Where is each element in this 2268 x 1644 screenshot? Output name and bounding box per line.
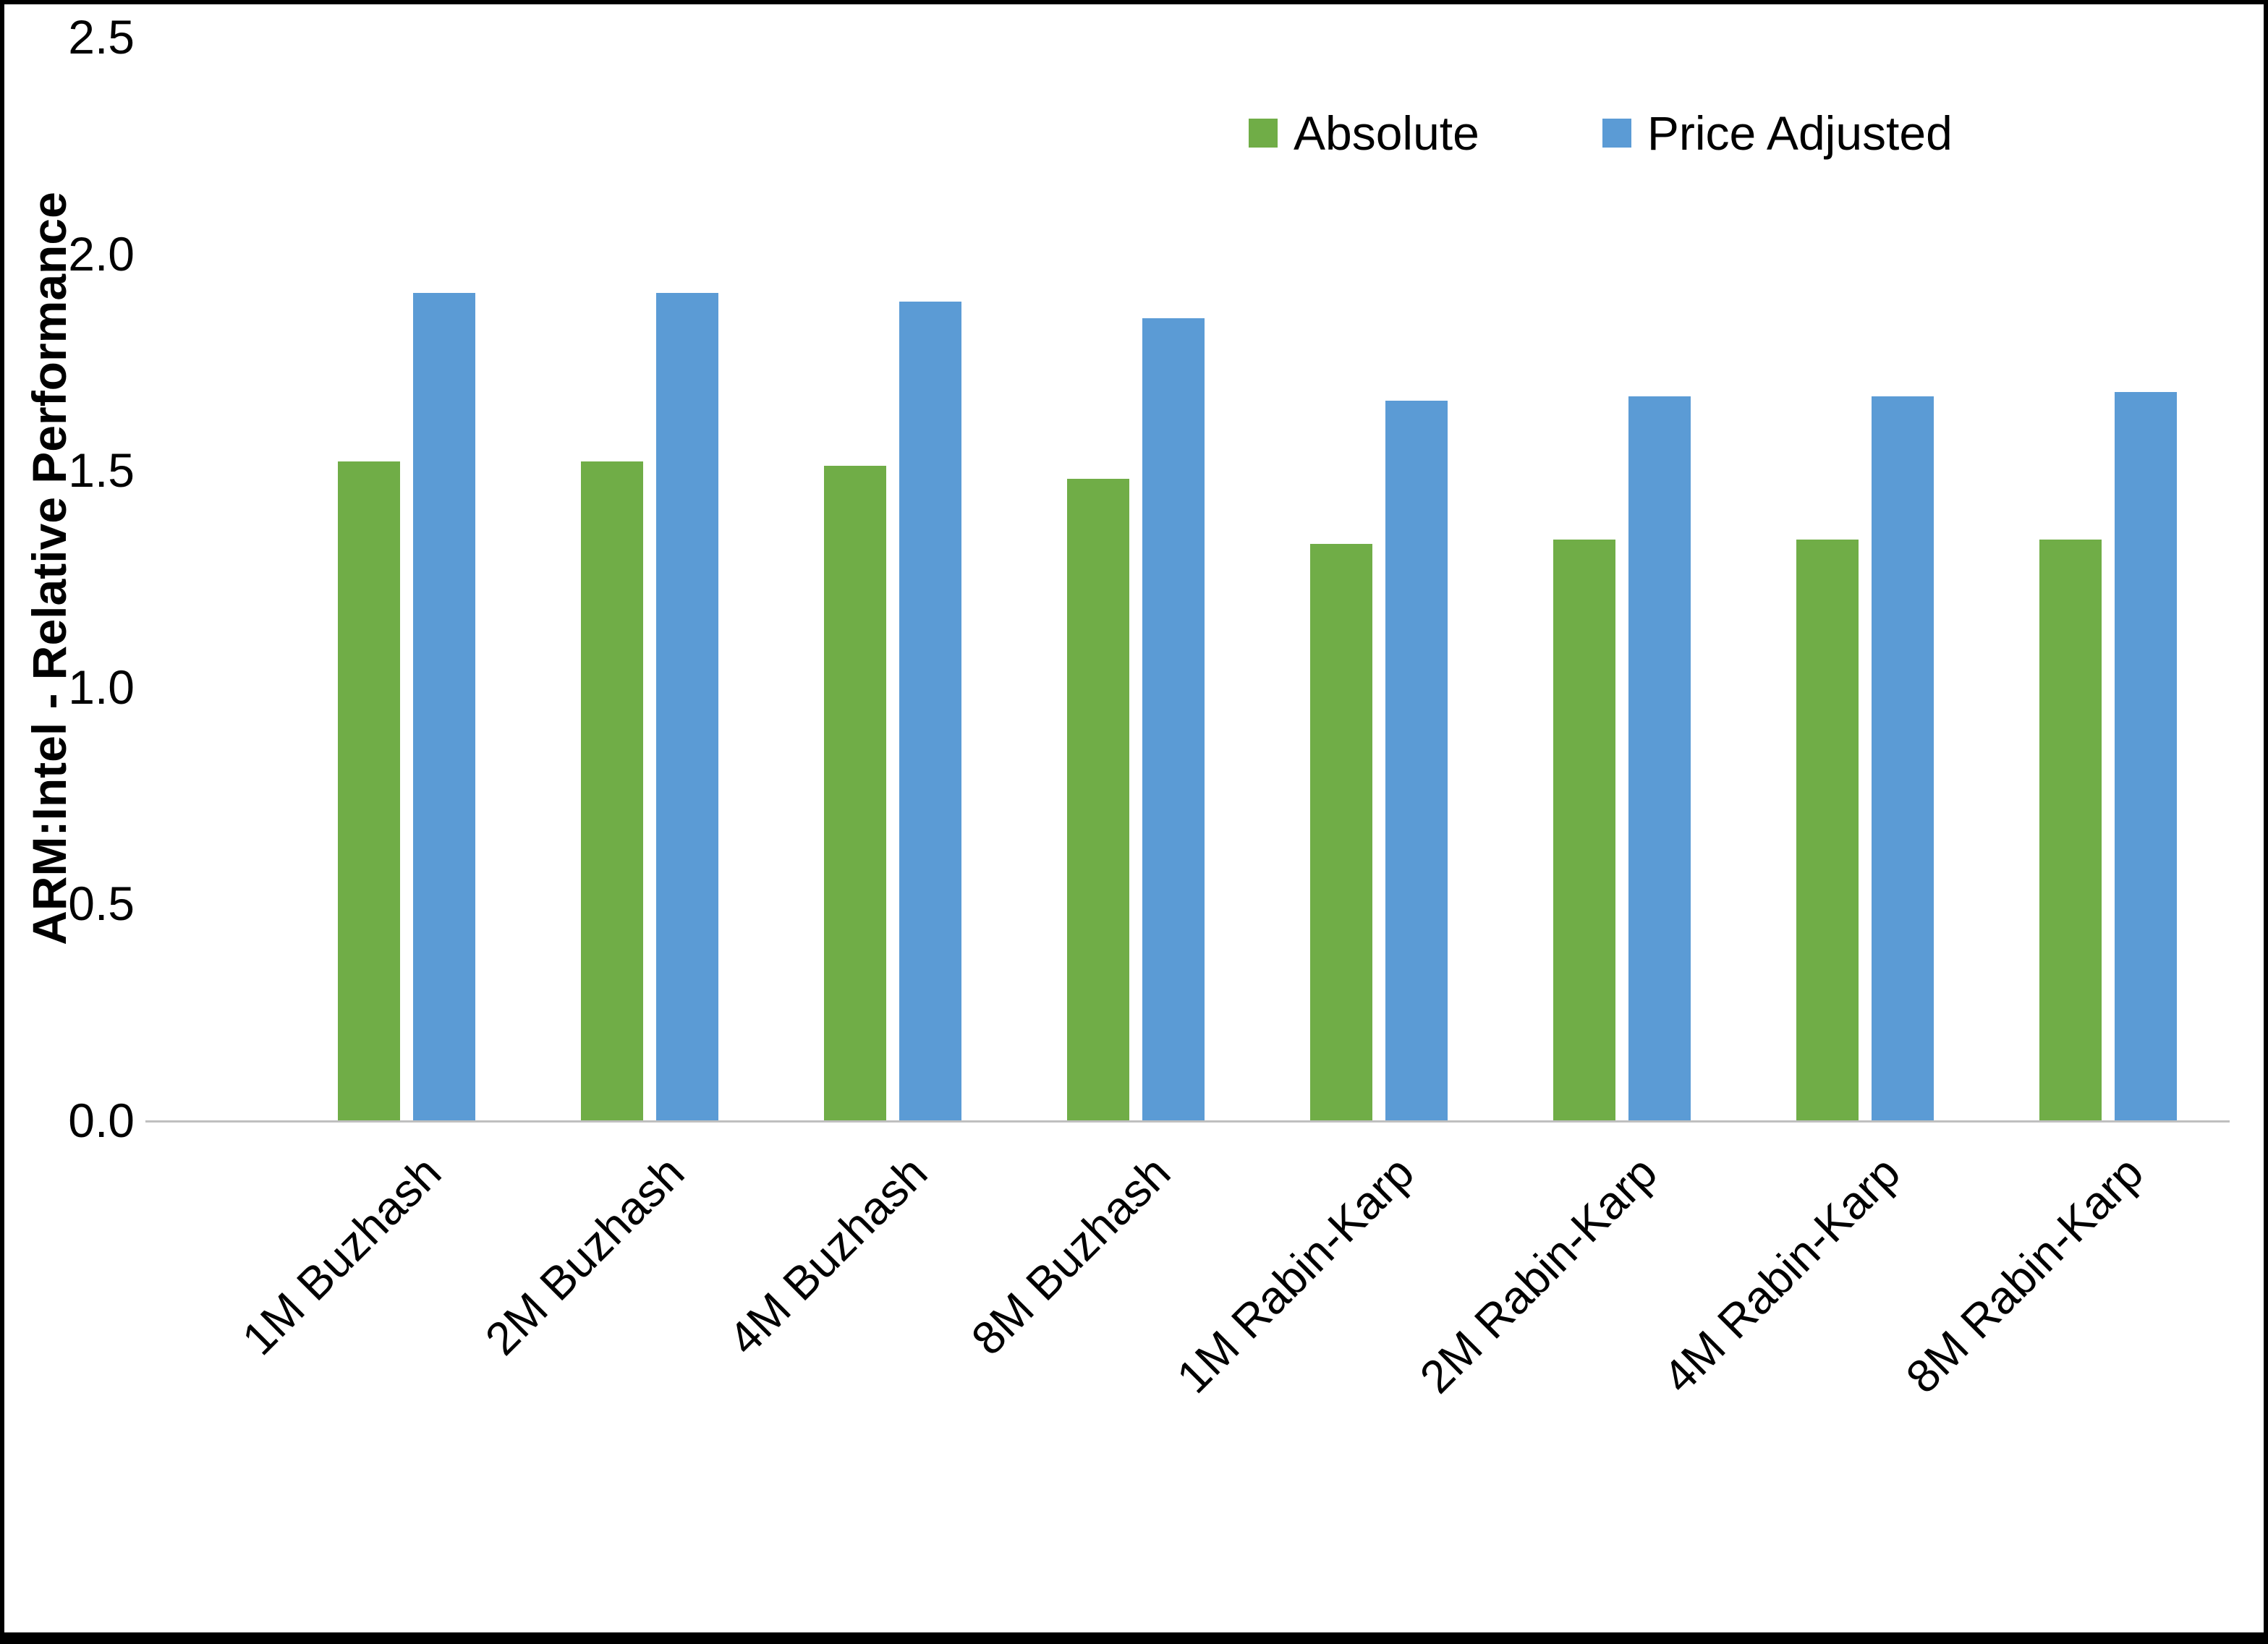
x-axis-line [145,1120,2230,1123]
y-axis-tick-labels: 0.0 0.5 1.0 1.5 2.0 2.5 [48,10,135,1147]
bar-8m-buzhash-absolute [1067,479,1129,1120]
x-tick-label-8m-buzhash: 8M Buzhash [961,1146,1181,1366]
y-tick-label-0-0: 0.0 [68,1094,135,1147]
y-tick-label-2-5: 2.5 [68,10,135,64]
legend: Absolute Price Adjusted [1249,106,1953,161]
legend-label-absolute: Absolute [1294,106,1479,160]
y-tick-label-1-0: 1.0 [68,660,135,714]
legend-swatch-price-adjusted-icon [1602,119,1631,148]
bar-2m-buzhash-price-adjusted [656,292,718,1120]
x-tick-label-2m-buzhash: 2M Buzhash [475,1146,695,1366]
y-tick-label-1-5: 1.5 [68,443,135,498]
bar-8m-rabin-karp-absolute [2039,540,2102,1120]
bar-1m-rabin-karp-price-adjusted [1385,401,1448,1120]
bar-1m-buzhash-absolute [338,461,400,1120]
bar-2m-buzhash-absolute [581,461,643,1120]
bar-2m-rabin-karp-absolute [1553,540,1615,1120]
x-tick-label-2m-rabin-karp: 2M Rabin-Karp [1409,1146,1667,1403]
legend-label-price-adjusted: Price Adjusted [1647,106,1953,160]
x-tick-label-1m-buzhash: 1M Buzhash [232,1146,451,1366]
x-tick-label-1m-rabin-karp: 1M Rabin-Karp [1166,1146,1424,1403]
legend-item-price-adjusted: Price Adjusted [1602,106,1953,161]
bar-1m-rabin-karp-absolute [1310,544,1372,1120]
legend-swatch-absolute-icon [1249,119,1278,148]
bar-4m-rabin-karp-price-adjusted [1872,396,1934,1120]
bar-4m-rabin-karp-absolute [1796,540,1859,1120]
bar-8m-buzhash-price-adjusted [1142,318,1205,1120]
bar-4m-buzhash-price-adjusted [899,301,961,1120]
bar-1m-buzhash-price-adjusted [413,292,475,1120]
x-tick-label-4m-buzhash: 4M Buzhash [718,1146,938,1366]
bar-8m-rabin-karp-price-adjusted [2115,392,2177,1120]
legend-item-absolute: Absolute [1249,106,1479,161]
bar-4m-buzhash-absolute [824,466,886,1120]
x-tick-label-8m-rabin-karp: 8M Rabin-Karp [1895,1146,2153,1403]
y-tick-label-2-0: 2.0 [68,226,135,281]
y-tick-label-0-5: 0.5 [68,877,135,931]
x-tick-label-4m-rabin-karp: 4M Rabin-Karp [1652,1146,1910,1403]
bar-2m-rabin-karp-price-adjusted [1628,396,1691,1120]
plot-area [285,37,2230,1120]
